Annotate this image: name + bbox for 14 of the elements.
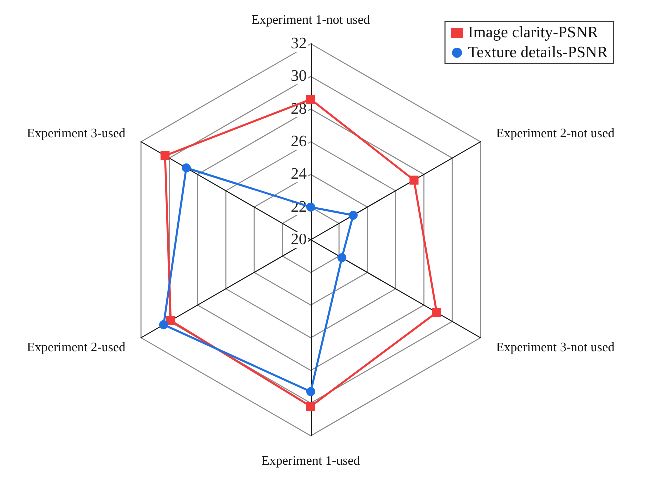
legend-label: Texture details-PSNR xyxy=(468,44,608,62)
y-tick-label: 30 xyxy=(291,68,307,86)
legend-label: Image clarity-PSNR xyxy=(468,24,599,42)
y-tick-label: 20 xyxy=(291,232,307,248)
y-tick-label: 28 xyxy=(291,100,307,118)
spoke-label: Experiment 2-not used xyxy=(496,126,616,140)
spoke-label: Experiment 2-used xyxy=(27,340,126,354)
y-tick-label: 24 xyxy=(291,166,307,184)
spoke-label: Experiment 1-not used xyxy=(252,12,371,27)
y-tick-label: 26 xyxy=(291,134,307,150)
spoke-label: Experiment 3-not used xyxy=(496,340,616,354)
y-tick-label: 32 xyxy=(291,36,307,52)
spoke-label: Experiment 3-used xyxy=(27,126,126,140)
spoke-label: Experiment 1-used xyxy=(262,453,361,468)
